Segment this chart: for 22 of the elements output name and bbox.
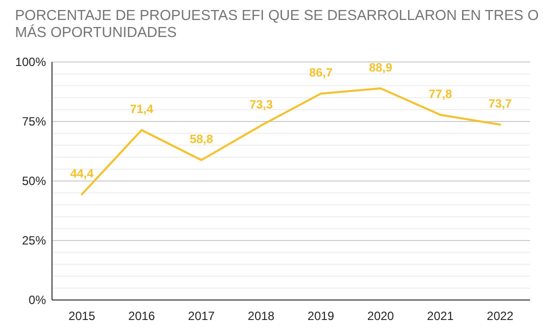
data-label: 73,7 <box>488 96 512 111</box>
x-tick-label: 2019 <box>308 309 335 323</box>
data-label: 77,8 <box>428 86 452 101</box>
x-tick-label: 2017 <box>188 309 216 323</box>
y-tick-label: 100% <box>15 55 46 70</box>
data-label: 88,9 <box>368 60 393 74</box>
x-tick-label: 2018 <box>248 309 275 323</box>
data-label: 73,3 <box>249 98 274 112</box>
y-tick-label: 0% <box>28 293 46 308</box>
y-tick-label: 50% <box>22 174 46 188</box>
x-tick-label: 2016 <box>128 309 156 323</box>
data-label: 58,8 <box>190 132 214 146</box>
y-tick-label: 75% <box>22 114 46 129</box>
x-tick-label: 2021 <box>427 309 454 323</box>
y-tick-label: 25% <box>22 234 46 248</box>
data-label: 86,7 <box>309 66 333 80</box>
data-label: 44,4 <box>70 166 94 180</box>
data-label: 71,4 <box>130 102 154 116</box>
x-tick-label: 2020 <box>367 309 394 323</box>
chart-title: PORCENTAJE DE PROPUESTAS EFI QUE SE DESARROLLARON EN TRES O MÁS OPORTUNIDADES <box>15 8 539 41</box>
x-tick-label: 2022 <box>486 309 514 323</box>
x-tick-label: 2015 <box>68 309 96 323</box>
